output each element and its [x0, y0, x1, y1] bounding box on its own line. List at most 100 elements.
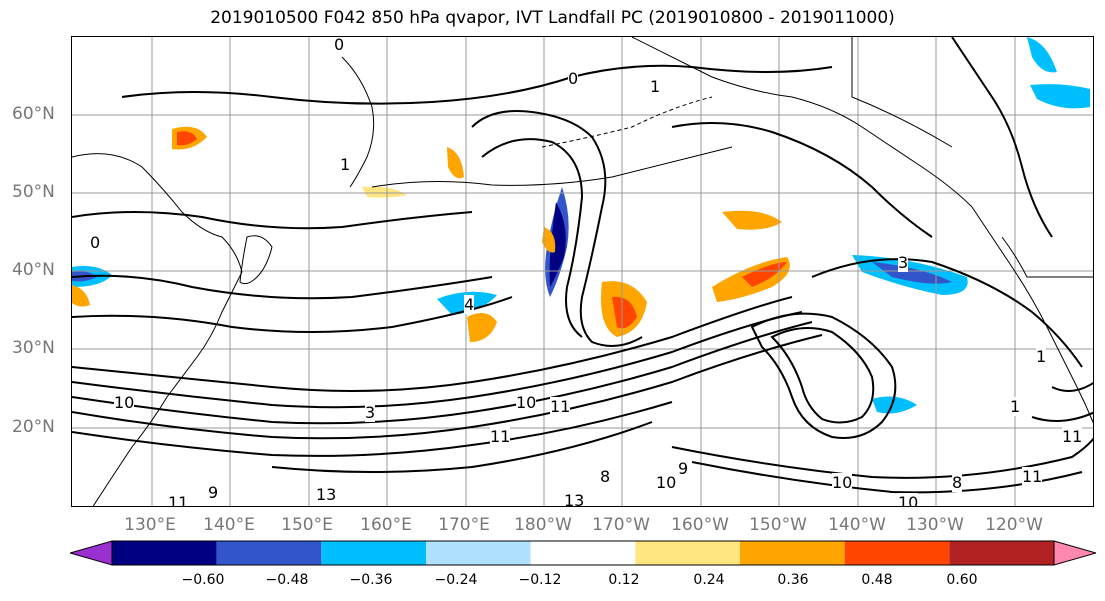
- colorbar-segment: [635, 541, 740, 565]
- contour-label: 13: [564, 491, 585, 506]
- lon-label-130w: 130°W: [906, 515, 964, 535]
- asia-coastline: [72, 153, 243, 506]
- positive-anomaly-region: [612, 296, 637, 329]
- coastlines: [72, 37, 1093, 506]
- ivt-contours: [72, 37, 1093, 494]
- contour-label: 4: [464, 295, 475, 314]
- colorbar-tick-label: 0.12: [608, 572, 640, 588]
- north-america-coastline: [971, 206, 1093, 424]
- colorbar-segment: [844, 541, 950, 565]
- negative-anomaly-region: [1027, 37, 1057, 73]
- lon-label-160e: 160°E: [360, 515, 412, 535]
- contour-label: 11: [550, 397, 571, 416]
- lon-label-140w: 140°W: [828, 515, 886, 535]
- colorbar: [70, 540, 1096, 566]
- contour-line: [72, 401, 673, 457]
- canada-border: [851, 37, 953, 148]
- lon-label-140e: 140°E: [203, 515, 255, 535]
- alaska-coastline: [631, 37, 973, 208]
- colorbar-segment: [949, 541, 1054, 565]
- contour-line: [72, 321, 813, 425]
- contour-label: 1: [1010, 397, 1021, 416]
- contour-line: [770, 327, 875, 424]
- contour-line: [72, 334, 823, 440]
- dateline-dashes: [541, 96, 713, 148]
- positive-anomaly-region: [177, 131, 197, 146]
- aleutian-chain: [371, 146, 733, 188]
- contour-label: 11: [1022, 467, 1043, 486]
- colorbar-tick-label: −0.60: [181, 572, 225, 588]
- contour-line: [951, 37, 1053, 238]
- contour-line: [750, 312, 897, 439]
- contour-line: [671, 122, 933, 238]
- contour-line: [121, 64, 833, 105]
- contour-line: [481, 138, 584, 338]
- positive-anomaly-region: [72, 285, 90, 307]
- lon-label-150w: 150°W: [749, 515, 807, 535]
- contour-label: 11: [1062, 427, 1083, 446]
- contour-label: 10: [516, 393, 537, 412]
- negative-anomaly-region: [549, 202, 566, 287]
- contour-line: [72, 296, 793, 392]
- contour-label: 3: [898, 253, 909, 272]
- lon-label-170e: 170°E: [438, 515, 490, 535]
- colorbar-tick-label: 0.48: [861, 572, 893, 588]
- colorbar-tick-label: 0.36: [777, 572, 809, 588]
- negative-anomaly-region: [872, 262, 952, 284]
- contour-line: [72, 211, 473, 230]
- lat-label-60n: 60°N: [12, 104, 55, 124]
- contour-label: 10: [832, 473, 853, 492]
- colorbar-extend-left: [70, 540, 113, 566]
- colorbar-segment: [530, 541, 636, 565]
- contour-label: 3: [365, 403, 376, 422]
- contour-line: [72, 274, 493, 300]
- contour-line: [72, 296, 513, 333]
- contour-label: 10: [656, 473, 677, 492]
- contour-label: 11: [490, 427, 511, 446]
- contour-line: [1031, 411, 1093, 422]
- contour-label: 9: [678, 459, 689, 478]
- colorbar-tick-label: −0.24: [434, 572, 478, 588]
- contour-line: [271, 421, 653, 473]
- lon-label-180w: 180°W: [514, 515, 572, 535]
- colorbar-segment: [426, 541, 531, 565]
- colorbar-tick-label: −0.48: [265, 572, 309, 588]
- contour-label: 10: [114, 393, 135, 412]
- lat-label-20n: 20°N: [12, 417, 55, 437]
- contour-label: 0: [568, 69, 579, 88]
- negative-anomaly-region: [1030, 84, 1090, 109]
- us-coast: [1001, 236, 1093, 278]
- lon-label-130e: 130°E: [124, 515, 176, 535]
- lon-label-120w: 120°W: [985, 515, 1043, 535]
- contour-label: 8: [952, 473, 963, 492]
- positive-anomaly-region: [742, 262, 787, 287]
- lon-label-160w: 160°W: [671, 515, 729, 535]
- colorbar-segment: [740, 541, 845, 565]
- colorbar-segment: [321, 541, 426, 565]
- contour-label: 13: [316, 485, 337, 504]
- colorbar-tick-label: −0.36: [349, 572, 393, 588]
- map-panel[interactable]: 0 0 1 1 3 3 10 10 11 11 13 13 10 11 8 9 …: [71, 36, 1094, 507]
- contour-line: [671, 437, 1093, 479]
- positive-anomaly-region: [467, 313, 497, 342]
- lon-label-150e: 150°E: [281, 515, 333, 535]
- map-canvas: [72, 37, 1093, 506]
- kamchatka-coastline: [341, 56, 375, 188]
- contour-label: 1: [650, 77, 661, 96]
- lat-label-30n: 30°N: [12, 338, 55, 358]
- contour-label: 10: [898, 493, 919, 506]
- lat-label-50n: 50°N: [12, 182, 55, 202]
- positive-anomaly-region: [722, 210, 782, 230]
- contour-label: 1: [1036, 347, 1047, 366]
- positive-anomaly-region: [542, 227, 556, 253]
- contour-label: 1: [340, 155, 351, 174]
- colorbar-segments: [70, 540, 1096, 566]
- japan-coastline: [239, 235, 273, 285]
- lon-label-170w: 170°W: [592, 515, 650, 535]
- positive-anomalies: [72, 126, 790, 342]
- positive-anomaly-region: [362, 186, 407, 198]
- colorbar-tick-label: 0.60: [946, 572, 978, 588]
- lat-label-40n: 40°N: [12, 260, 55, 280]
- contour-label: 11: [168, 493, 189, 506]
- colorbar-tick-label: 0.24: [693, 572, 725, 588]
